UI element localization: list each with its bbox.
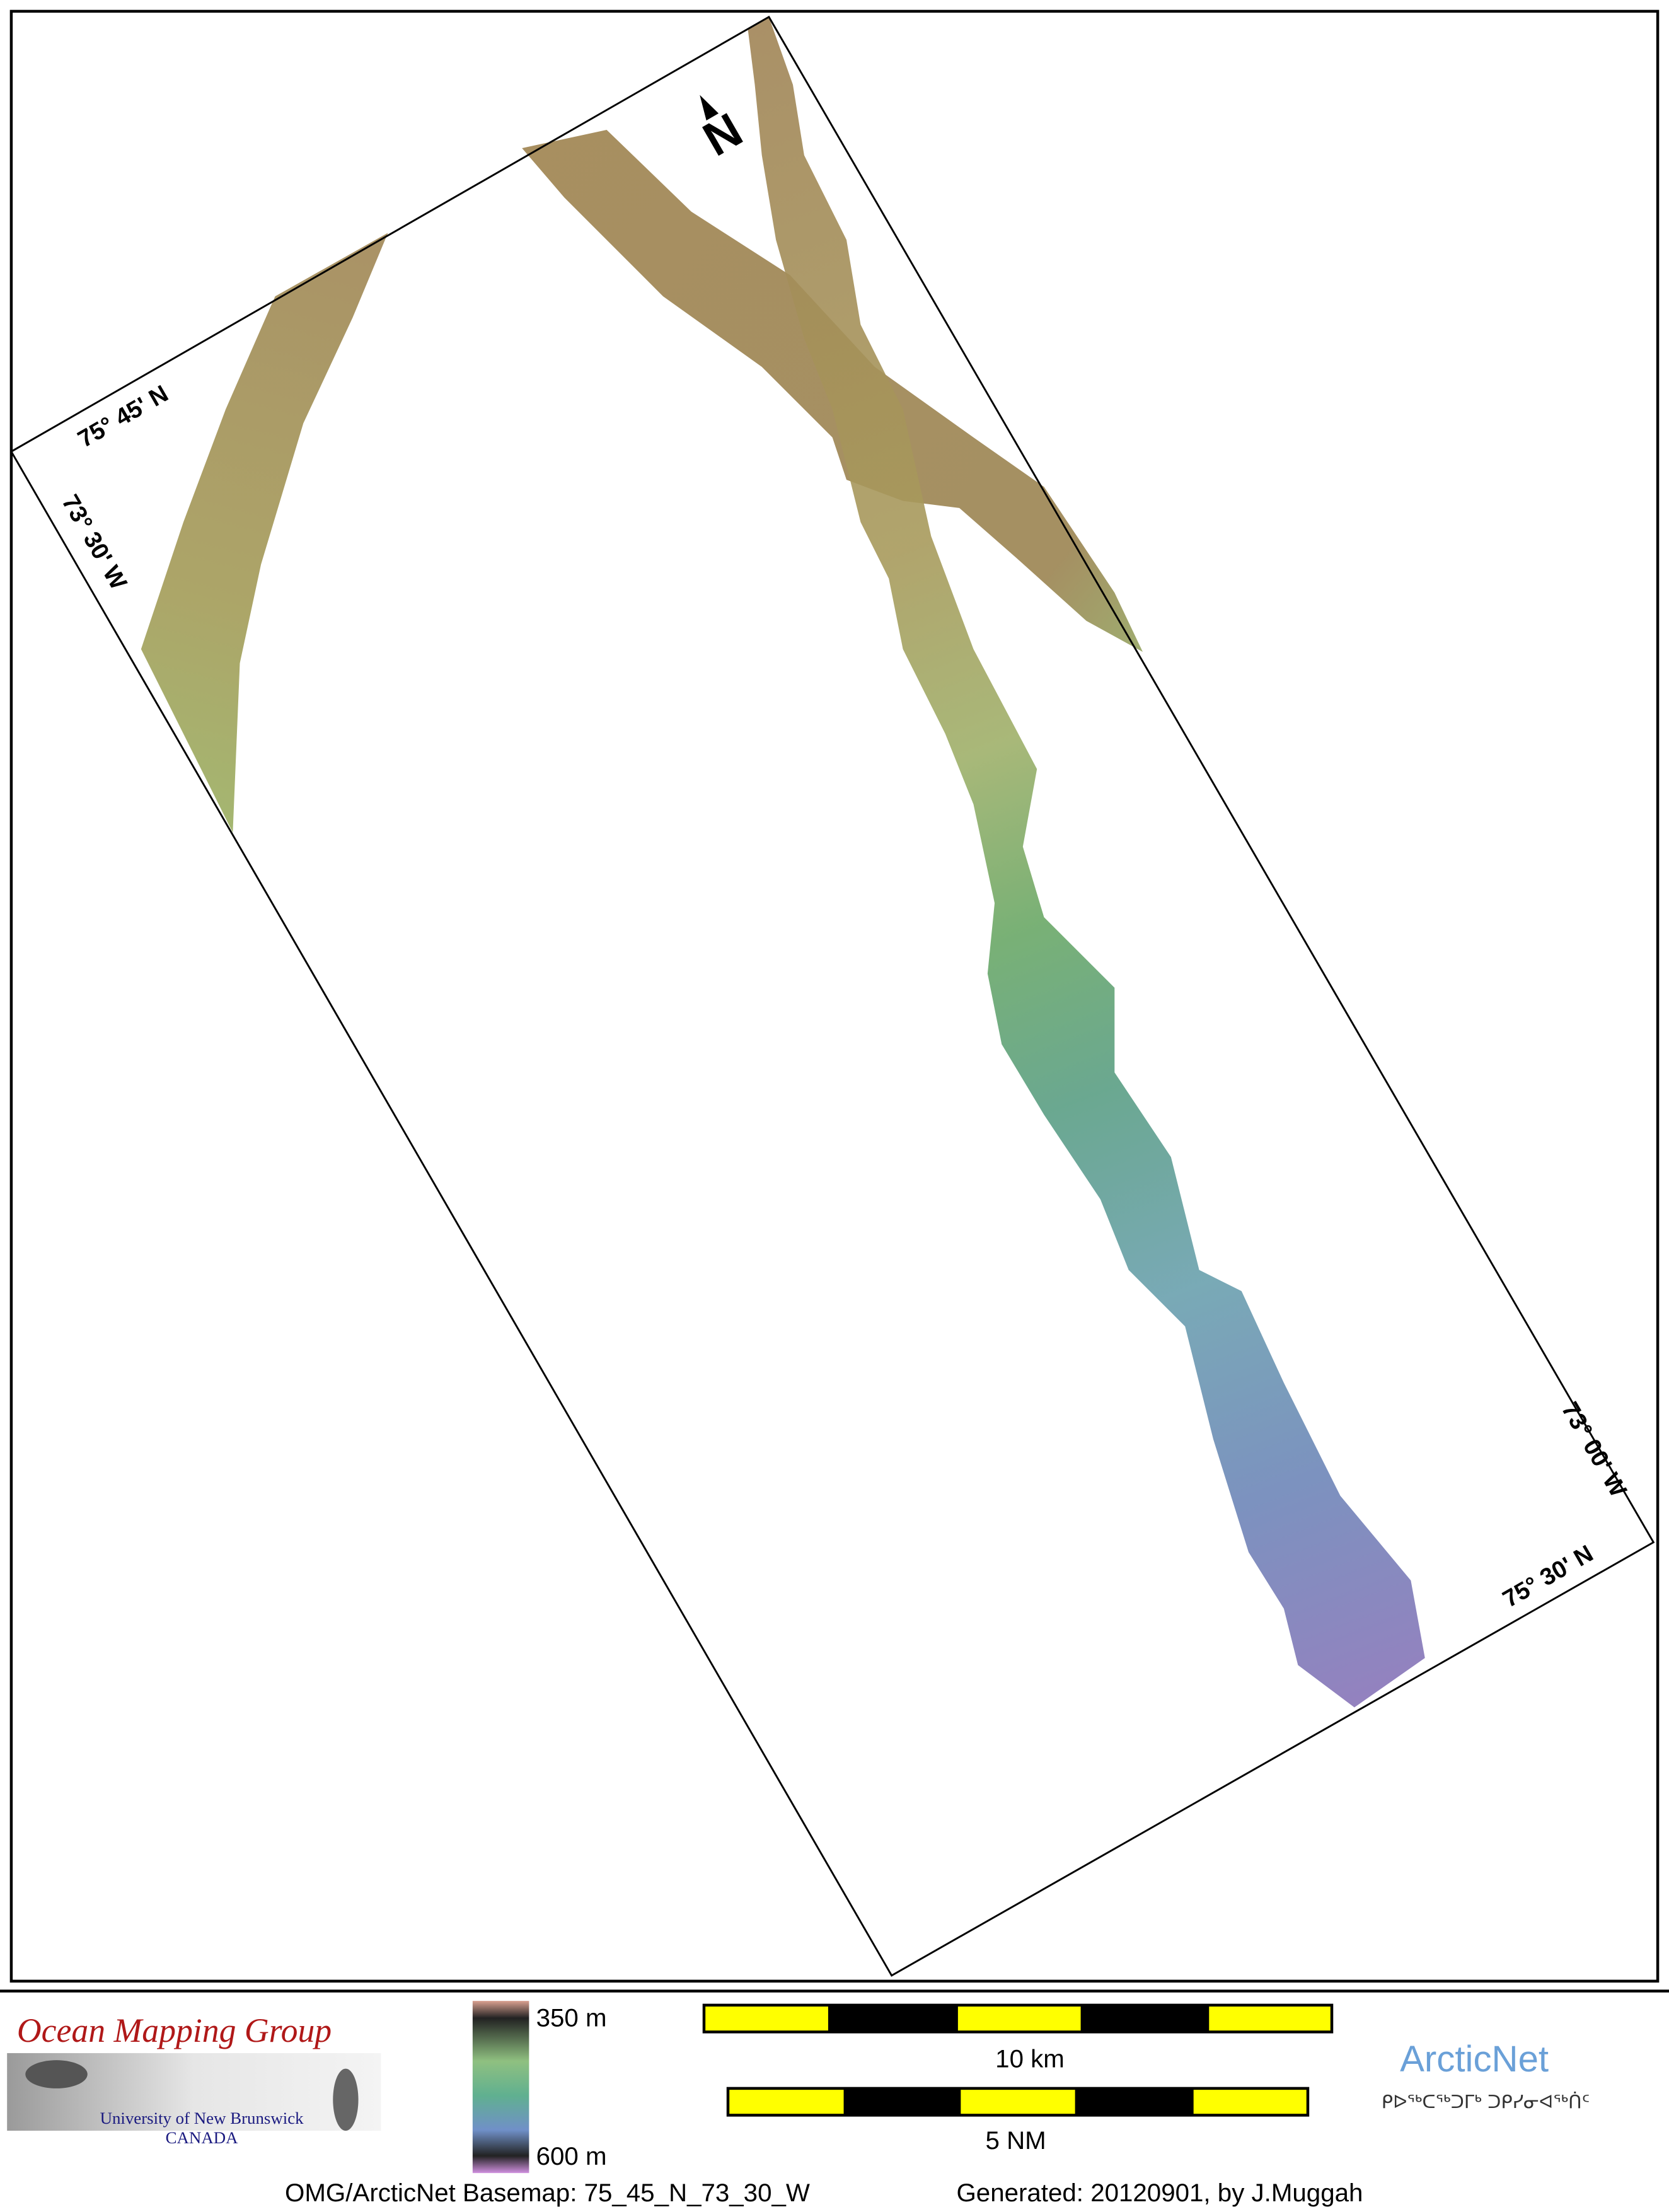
scale-bar-nm	[726, 2087, 1310, 2117]
scale-segment	[957, 2006, 1081, 2031]
scale-label: 10 km	[995, 2044, 1065, 2073]
depth-label: 600 m	[536, 2142, 607, 2170]
omg-title: Ocean Mapping Group	[17, 2012, 332, 2049]
map-frame	[9, 9, 1660, 1983]
omg-country: CANADA	[166, 2128, 239, 2147]
omg-university: University of New Brunswick	[100, 2109, 304, 2128]
scale-segment	[961, 2090, 1075, 2114]
omg-image-shape	[25, 2060, 88, 2088]
footer-basemap: OMG/ArcticNet Basemap: 75_45_N_73_30_W	[285, 2179, 810, 2207]
scale-segment	[729, 2090, 844, 2114]
scale-bar-km	[702, 2003, 1334, 2034]
swath	[141, 233, 388, 833]
footer-generated: Generated: 20120901, by J.Muggah	[956, 2179, 1363, 2207]
scale-label: 5 NM	[986, 2126, 1046, 2155]
arcticnet-inuktitut: ᑭᐅᖅᑕᖅᑐᒥᒃ ᑐᑭᓯᓂᐊᖅᑏᑦ	[1382, 2091, 1590, 2112]
omg-image-shape	[333, 2068, 359, 2131]
depth-label: 350 m	[536, 2003, 607, 2032]
depth-colorbar	[472, 2001, 529, 2174]
swath	[748, 16, 1425, 1708]
arrow-head	[700, 95, 719, 121]
scale-segment	[1193, 2090, 1307, 2114]
scale-segment	[705, 2006, 828, 2031]
scale-segment	[1209, 2006, 1331, 2031]
arcticnet-logo: ArcticNet	[1400, 2039, 1549, 2080]
sheet-boundary	[9, 15, 1655, 1977]
